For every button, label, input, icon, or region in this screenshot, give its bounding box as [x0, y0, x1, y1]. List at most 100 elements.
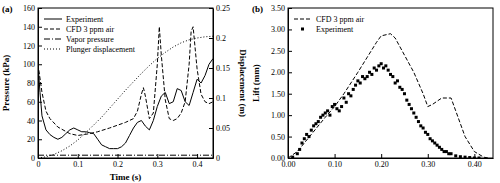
data-point — [403, 92, 406, 95]
tick-mark — [118, 154, 119, 158]
tick-label: 1.00 — [271, 111, 285, 120]
tick: 0.15 — [209, 64, 230, 73]
tick-mark — [288, 72, 292, 73]
panel: 00.10.20.30.402040608010012014016000.050… — [1, 4, 248, 182]
axis-line — [288, 9, 289, 159]
figure: 00.10.20.30.402040608010012014016000.050… — [0, 0, 500, 183]
tick-mark — [38, 102, 42, 103]
tick: 0.30 — [421, 154, 435, 169]
tick: 0.50 — [271, 133, 292, 142]
plot-frame — [38, 8, 213, 158]
data-point — [370, 73, 373, 76]
legend-item: Experiment — [301, 25, 354, 34]
data-point — [478, 157, 481, 159]
tick-mark — [288, 51, 292, 52]
tick-label: 0.05 — [216, 124, 230, 133]
tick-mark — [38, 158, 42, 159]
legend: CFD 3 ppm airExperiment — [294, 15, 365, 34]
legend-label: CFD 3 ppm air — [66, 25, 115, 34]
legend-label: Vapor pressure — [66, 35, 114, 44]
plot-frame — [288, 8, 493, 158]
tick-label: 0.15 — [216, 64, 230, 73]
data-point — [426, 133, 429, 136]
data-line — [38, 36, 213, 158]
tick-mark — [288, 29, 292, 30]
tick-label: 0.2 — [216, 34, 226, 43]
tick-label: 0.2 — [113, 160, 123, 169]
data-point — [345, 101, 348, 104]
y2-axis-title: Displacement (m) — [238, 49, 248, 117]
tick-label: 0.3 — [153, 160, 163, 169]
data-point — [396, 79, 399, 82]
data-point — [340, 105, 343, 108]
tick-label: 3.00 — [271, 25, 285, 34]
data-point — [342, 97, 345, 100]
tick-mark — [38, 139, 42, 140]
data-point — [417, 120, 420, 123]
x-axis: 0 0.1 0.2 0.3 0.4 — [37, 154, 214, 169]
x-axis-title: Time (s) — [110, 172, 142, 182]
legend-label: Experiment — [66, 15, 104, 24]
tick-label: 0.50 — [271, 133, 285, 142]
tick: 0.4 — [193, 154, 203, 169]
axis-line — [39, 158, 214, 159]
tick-mark — [38, 121, 42, 122]
tick: 2.00 — [271, 68, 292, 77]
tick: 0.1 — [209, 94, 226, 103]
data-point — [454, 154, 457, 157]
legend-line — [44, 39, 62, 40]
tick: 1.50 — [271, 90, 292, 99]
tick: 40 — [27, 117, 42, 126]
legend-line — [44, 29, 62, 30]
tick: 100 — [23, 60, 42, 69]
tick-mark — [428, 154, 429, 158]
tick: 0.10 — [328, 154, 342, 169]
tick-mark — [209, 98, 213, 99]
tick-mark — [209, 68, 213, 69]
tick-mark — [209, 38, 213, 39]
plot-area — [288, 34, 488, 158]
tick-mark — [288, 137, 292, 138]
tick-mark — [288, 115, 292, 116]
tick-label: 20 — [27, 135, 35, 144]
tick-label: 0.1 — [73, 160, 83, 169]
legend-marker — [301, 28, 304, 31]
data-point — [387, 69, 390, 72]
tick-mark — [38, 27, 42, 28]
tick-label: 0.10 — [328, 160, 342, 169]
legend-item: Plunger displacement — [44, 45, 136, 54]
data-point — [405, 99, 408, 102]
y-axis: 0.000.501.001.502.002.503.003.50 — [271, 4, 292, 163]
legend-label: Experiment — [316, 25, 354, 34]
tick-label: 140 — [23, 23, 35, 32]
tick: 0.1 — [73, 154, 83, 169]
tick-mark — [197, 154, 198, 158]
tick-mark — [288, 94, 292, 95]
data-point — [328, 114, 331, 117]
tick-label: 60 — [27, 98, 35, 107]
tick-label: 80 — [27, 79, 35, 88]
tick-label: 0.25 — [216, 4, 230, 13]
data-point — [408, 103, 411, 106]
data-point — [422, 127, 425, 130]
data-point — [459, 155, 462, 158]
data-point — [473, 157, 476, 159]
tick: 0.25 — [209, 4, 230, 13]
data-point — [468, 156, 471, 158]
panel-label: (a) — [2, 4, 13, 14]
tick: 0.3 — [153, 154, 163, 169]
data-point — [354, 84, 357, 87]
tick-label: 0.30 — [421, 160, 435, 169]
legend-line — [44, 49, 62, 50]
data-line — [38, 59, 213, 149]
tick-mark — [335, 154, 336, 158]
legend-item: CFD 3 ppm air — [294, 15, 365, 24]
tick-mark — [209, 8, 213, 9]
tick-mark — [38, 8, 42, 9]
tick-mark — [157, 154, 158, 158]
tick: 3.00 — [271, 25, 292, 34]
tick-label: 0 — [37, 160, 41, 169]
data-point — [380, 62, 383, 65]
tick-mark — [78, 154, 79, 158]
tick-label: 2.50 — [271, 47, 285, 56]
